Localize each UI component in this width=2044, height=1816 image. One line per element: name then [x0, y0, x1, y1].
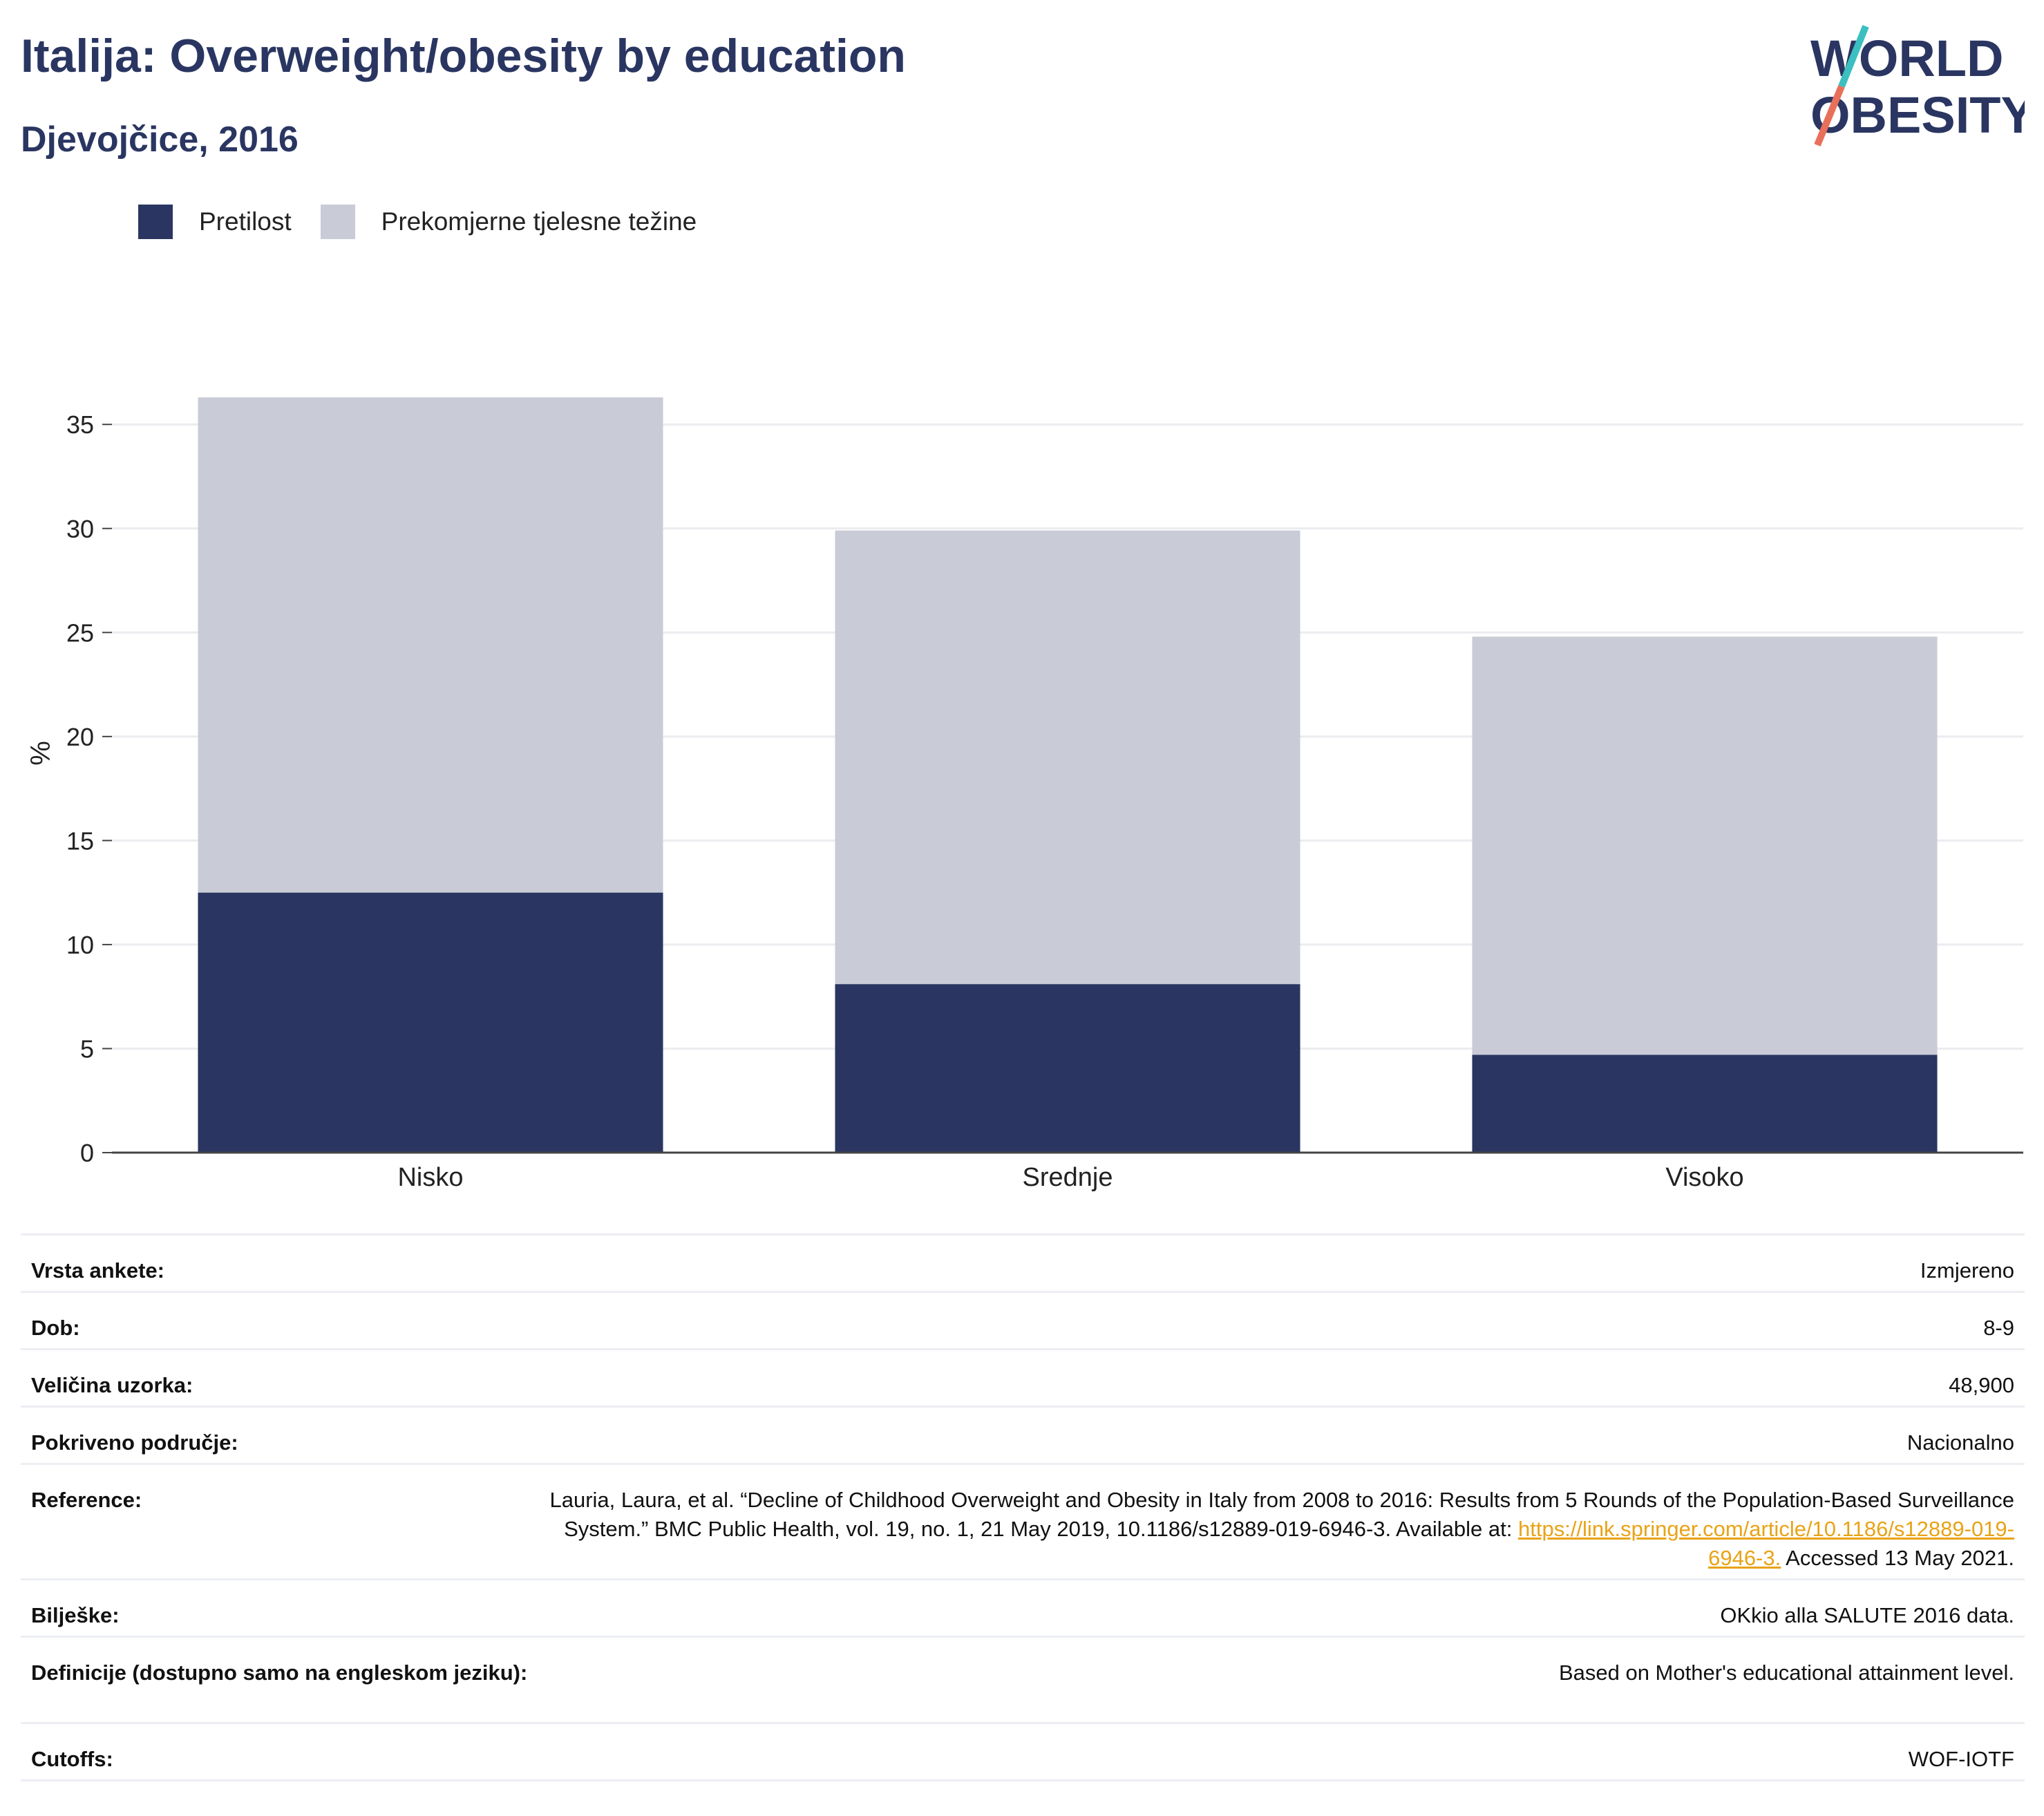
info-label: Reference: [31, 1488, 142, 1512]
info-label: Pokriveno područje: [31, 1430, 238, 1455]
reference-accessed: Accessed 13 May 2021. [1781, 1546, 2014, 1570]
x-tick-label: Srednje [1023, 1163, 1113, 1192]
legend-swatch-obesity [138, 205, 173, 239]
x-tick-label: Visoko [1665, 1163, 1743, 1192]
info-value: Nacionalno [1906, 1430, 2014, 1455]
info-label: Vrsta ankete: [31, 1258, 164, 1283]
info-value: 8-9 [1983, 1316, 2014, 1340]
info-value: Based on Mother's educational attainment… [1558, 1661, 2014, 1685]
y-tick-label: 5 [80, 1034, 94, 1063]
bar-overweight-visoko [1472, 636, 1938, 1055]
y-tick-label: 30 [66, 515, 94, 543]
info-label: Cutoffs: [31, 1747, 113, 1771]
y-tick-label: 25 [66, 618, 94, 647]
y-tick-label: 35 [66, 410, 94, 439]
info-label: Bilješke: [31, 1603, 120, 1627]
info-value: 48,900 [1949, 1373, 2014, 1397]
bar-obesity-srednje [835, 984, 1300, 1153]
logo-line2: OBESITY [1810, 86, 2025, 144]
bar-obesity-visoko [1472, 1054, 1938, 1153]
legend-item-obesity[interactable]: Pretilost [138, 205, 292, 239]
bar-obesity-nisko [198, 892, 663, 1153]
info-label: Veličina uzorka: [31, 1373, 193, 1397]
info-row-area: Pokriveno područje: Nacionalno [21, 1406, 2025, 1463]
info-label: Dob: [31, 1316, 80, 1340]
legend-label-obesity: Pretilost [199, 207, 292, 236]
info-value: OKkio alla SALUTE 2016 data. [1720, 1603, 2014, 1627]
y-axis-label: % [26, 741, 56, 766]
chart-subtitle: Djevojčice, 2016 [21, 120, 299, 160]
info-row-age: Dob: 8-9 [21, 1291, 2025, 1348]
y-tick-label: 10 [66, 931, 94, 959]
info-row-sample-size: Veličina uzorka: 48,900 [21, 1348, 2025, 1406]
info-value: Lauria, Laura, et al. “Decline of Childh… [529, 1465, 2025, 1578]
stacked-bar-chart: 0 5 10 15 20 25 30 35% Nisko Srednje Visoko [26, 397, 2023, 1192]
world-obesity-logo: WORLD OBESITY [1810, 25, 2025, 146]
legend-swatch-overweight [320, 205, 355, 239]
chart-title: Italija: Overweight/obesity by education [21, 30, 906, 82]
info-table: Vrsta ankete: Izmjereno Dob: 8-9 Veličin… [21, 1233, 2025, 1781]
info-row-survey-type: Vrsta ankete: Izmjereno [21, 1233, 2025, 1291]
info-value: Izmjereno [1920, 1258, 2014, 1283]
legend-item-overweight[interactable]: Prekomjerne tjelesne težine [320, 205, 697, 239]
legend: Pretilost Prekomjerne tjelesne težine [138, 205, 726, 239]
y-tick-label: 0 [80, 1139, 94, 1167]
y-tick-label: 20 [66, 723, 94, 751]
reference-link[interactable]: https://link.springer.com/article/10.118… [1518, 1517, 2014, 1570]
info-value: WOF-IOTF [1908, 1747, 2014, 1771]
bar-overweight-nisko [198, 397, 663, 893]
info-row-notes: Bilješke: OKkio alla SALUTE 2016 data. [21, 1578, 2025, 1636]
info-row-references: Reference: Lauria, Laura, et al. “Declin… [21, 1463, 2025, 1578]
x-tick-label: Nisko [397, 1163, 463, 1192]
info-row-cutoffs: Cutoffs: WOF-IOTF [21, 1722, 2025, 1781]
info-label: Definicije (dostupno samo na engleskom j… [31, 1661, 528, 1685]
info-row-definitions: Definicije (dostupno samo na engleskom j… [21, 1636, 2025, 1722]
bar-overweight-srednje [835, 530, 1300, 985]
legend-label-overweight: Prekomjerne tjelesne težine [381, 207, 697, 236]
reference-text: Lauria, Laura, et al. “Decline of Childh… [549, 1488, 2014, 1541]
y-tick-label: 15 [66, 826, 94, 855]
logo-slash-red [1814, 85, 1845, 146]
logo-slash-teal [1838, 25, 1869, 88]
